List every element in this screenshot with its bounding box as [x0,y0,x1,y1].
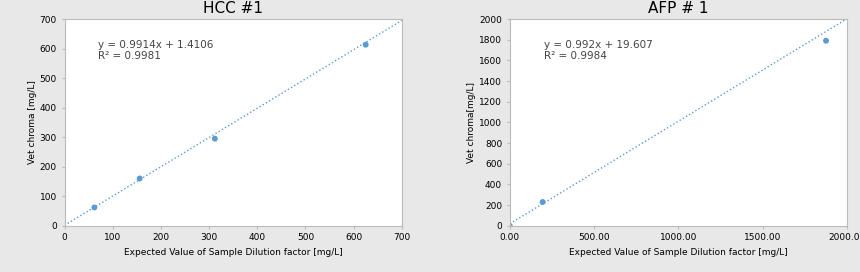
Text: y = 0.9914x + 1.4106
R² = 0.9981: y = 0.9914x + 1.4106 R² = 0.9981 [98,40,213,61]
Title: AFP # 1: AFP # 1 [648,1,709,17]
Point [208,137,222,141]
X-axis label: Expected Value of Sample Dilution factor [mg/L]: Expected Value of Sample Dilution factor… [124,248,342,257]
Point [819,39,832,43]
Point [132,176,146,181]
Point [88,205,101,210]
Y-axis label: Vet chroma [mg/L]: Vet chroma [mg/L] [28,81,37,164]
Point [536,200,550,204]
Y-axis label: Vet chroma[mg/L]: Vet chroma[mg/L] [467,82,476,163]
Point [503,224,517,228]
Title: HCC #1: HCC #1 [203,1,263,17]
X-axis label: Expected Value of Sample Dilution factor [mg/L]: Expected Value of Sample Dilution factor… [569,248,788,257]
Point [359,42,372,47]
Text: y = 0.992x + 19.607
R² = 0.9984: y = 0.992x + 19.607 R² = 0.9984 [544,40,652,61]
